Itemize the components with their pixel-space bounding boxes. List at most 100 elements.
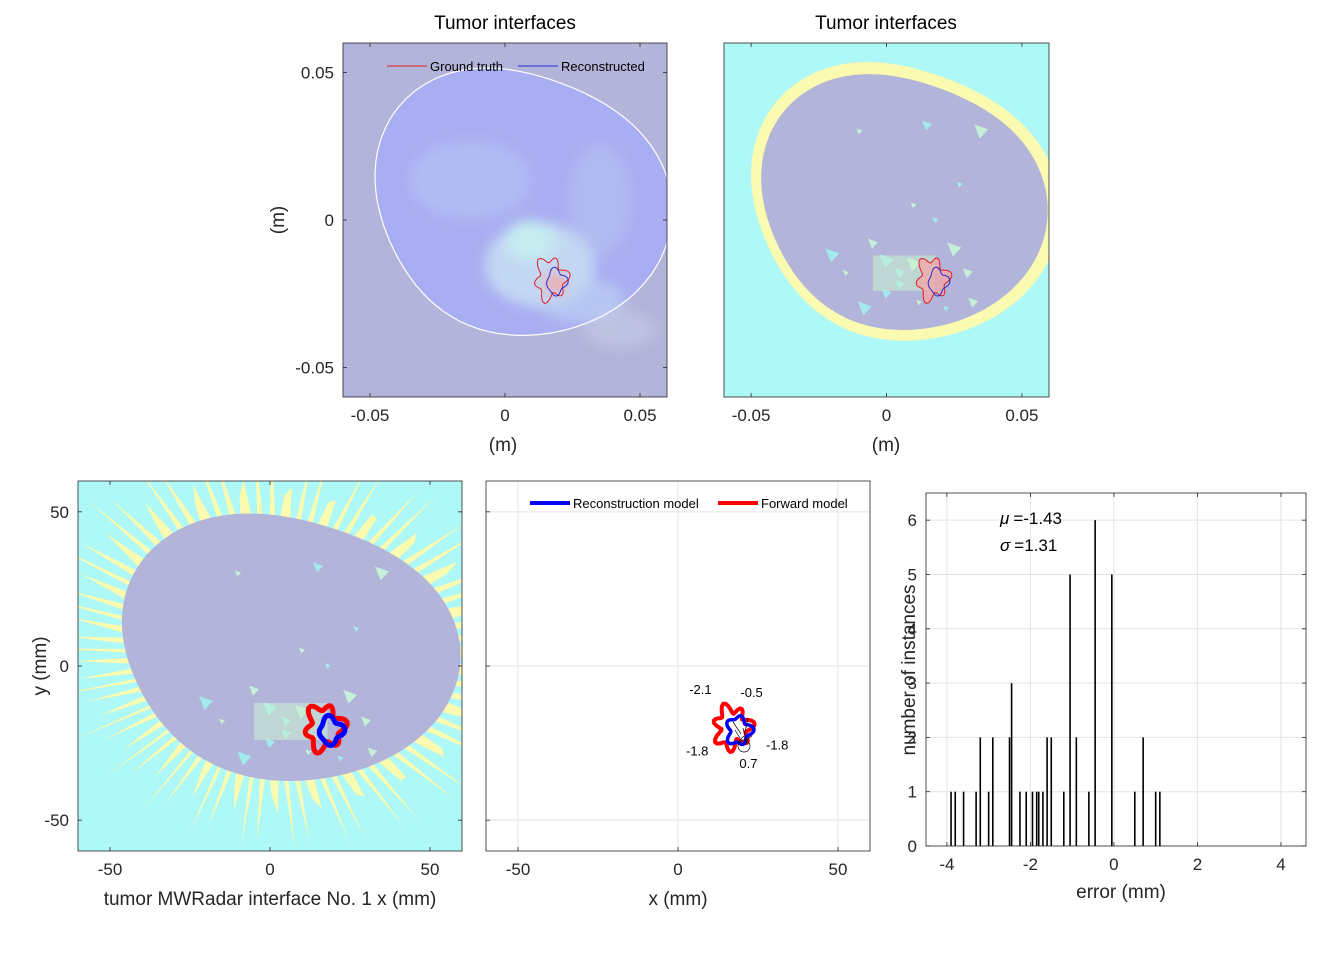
panel-c-reconstruction-contour bbox=[316, 712, 348, 748]
tissue-speck bbox=[943, 305, 950, 312]
panel-a-ticks: -0.05 0 0.05 -0.05 0 0.05 bbox=[295, 43, 667, 425]
tissue-speck bbox=[932, 217, 939, 223]
x-tick-label: 0 bbox=[673, 860, 682, 879]
panel-d-legend: Reconstruction model Forward model bbox=[530, 496, 848, 511]
tissue-speck bbox=[856, 128, 863, 135]
legend-ground-truth: Ground truth bbox=[430, 59, 503, 74]
x-tick-label: 50 bbox=[829, 860, 848, 879]
panel-d-xlabel: x (mm) bbox=[648, 889, 707, 910]
x-tick-label: 2 bbox=[1193, 855, 1202, 874]
panel-c-xlabel: tumor MWRadar interface No. 1 x (mm) bbox=[104, 889, 437, 910]
x-tick-label: 0 bbox=[500, 406, 509, 425]
y-tick-label: 4 bbox=[908, 620, 917, 639]
panel-c: -50 0 50 -50 0 50 tumor MWRadar interface No.… bbox=[30, 480, 463, 910]
legend-reconstructed: Reconstructed bbox=[561, 59, 645, 74]
panel-d-ticks: -50 0 50 bbox=[486, 511, 848, 879]
stat-sigma: σ =1.31 bbox=[1000, 536, 1057, 555]
panel-a-legend: Ground truth Reconstructed bbox=[387, 59, 645, 74]
panel-b-tumor-fill bbox=[916, 258, 952, 304]
panel-a-xlabel: (m) bbox=[489, 435, 517, 456]
y-tick-label: 6 bbox=[908, 511, 917, 530]
panel-b-fibroglandular-specks bbox=[825, 120, 989, 316]
x-tick-label: 0 bbox=[265, 860, 274, 879]
panel-d: -2.1 -0.5 -1.8 -1.8 0.7 -50 0 50 x (mm) Recons… bbox=[485, 480, 871, 910]
tissue-speck bbox=[305, 749, 312, 756]
panel-c-ticks: -50 0 50 -50 0 50 bbox=[44, 481, 462, 879]
stat-sigma-value: =1.31 bbox=[1014, 536, 1057, 555]
x-tick-label: 0.05 bbox=[1005, 406, 1038, 425]
legend-forward-model: Forward model bbox=[761, 496, 848, 511]
tissue-speck bbox=[199, 696, 213, 710]
x-tick-label: -0.05 bbox=[351, 406, 390, 425]
panel-c-tissue bbox=[121, 513, 461, 781]
panel-d-error-vectors bbox=[732, 717, 753, 753]
x-tick-label: -0.05 bbox=[732, 406, 771, 425]
x-tick-label: -2 bbox=[1023, 855, 1038, 874]
x-tick-label: 0 bbox=[882, 406, 891, 425]
stat-mu-symbol: μ bbox=[999, 509, 1010, 528]
tissue-speck bbox=[974, 124, 989, 139]
tissue-speck bbox=[881, 288, 892, 299]
tissue-speck bbox=[219, 718, 225, 725]
error-annotation: -1.8 bbox=[766, 737, 788, 752]
tissue-speck bbox=[367, 747, 378, 758]
panel-a-intensity-cloud bbox=[410, 140, 655, 348]
panel-e-ticks: -4 -2 0 2 4 0 1 2 3 4 5 6 bbox=[908, 493, 1306, 874]
panel-d-marker-circle bbox=[737, 739, 751, 753]
x-tick-label: 0.05 bbox=[623, 406, 656, 425]
panel-a-outline bbox=[374, 67, 667, 337]
panel-a-reconstructed-contour bbox=[546, 266, 569, 297]
tissue-speck bbox=[825, 248, 840, 263]
x-tick-label: -50 bbox=[506, 860, 531, 879]
tissue-speck bbox=[337, 755, 344, 762]
tissue-speck bbox=[947, 242, 962, 257]
panel-a: -0.05 0 0.05 -0.05 0 0.05 Tumor interfaces (m… bbox=[268, 13, 668, 456]
panel-b-xlabel: (m) bbox=[872, 435, 900, 456]
y-tick-label: 0 bbox=[908, 837, 917, 856]
panel-d-reconstruction-contour bbox=[725, 714, 756, 747]
error-annotation: -0.5 bbox=[740, 685, 762, 700]
x-tick-label: 50 bbox=[421, 860, 440, 879]
stat-sigma-symbol: σ bbox=[1000, 536, 1011, 555]
tissue-speck bbox=[249, 685, 259, 696]
tissue-speck bbox=[265, 738, 275, 749]
tissue-speck bbox=[968, 297, 979, 308]
tissue-speck bbox=[962, 268, 973, 279]
panel-d-grid bbox=[486, 481, 870, 851]
tissue-speck bbox=[361, 716, 371, 727]
error-annotation: -2.1 bbox=[689, 682, 711, 697]
tissue-speck bbox=[857, 301, 872, 316]
panel-b-reconstructed-contour bbox=[927, 266, 951, 297]
tissue-speck bbox=[324, 663, 331, 669]
tissue-speck bbox=[916, 299, 922, 306]
x-tick-label: 4 bbox=[1276, 855, 1285, 874]
y-tick-label: 50 bbox=[50, 503, 69, 522]
panel-e: -4 -2 0 2 4 0 1 2 3 4 5 6 error (mm) number of inst… bbox=[899, 492, 1307, 903]
panel-a-title: Tumor interfaces bbox=[434, 13, 576, 34]
tissue-speck bbox=[956, 181, 963, 188]
y-tick-label: -50 bbox=[44, 811, 69, 830]
y-tick-label: 1 bbox=[908, 783, 917, 802]
stat-mu: μ =-1.43 bbox=[999, 509, 1062, 528]
panel-b-tissue bbox=[761, 74, 1048, 330]
panel-c-ylabel: y (mm) bbox=[30, 636, 51, 695]
panel-e-background bbox=[926, 493, 1306, 846]
y-tick-label: -0.05 bbox=[295, 359, 334, 378]
x-tick-label: -50 bbox=[98, 860, 123, 879]
stat-mu-value: =-1.43 bbox=[1013, 509, 1062, 528]
tissue-speck bbox=[910, 202, 917, 209]
tissue-speck bbox=[237, 751, 252, 766]
panel-d-forward-contour bbox=[711, 701, 757, 754]
x-tick-label: 0 bbox=[1109, 855, 1118, 874]
panel-b-title: Tumor interfaces bbox=[815, 13, 957, 34]
tissue-speck bbox=[867, 238, 878, 249]
panel-e-bars bbox=[950, 520, 1161, 846]
panel-e-xlabel: error (mm) bbox=[1076, 882, 1166, 903]
legend-reconstruction-model: Reconstruction model bbox=[573, 496, 699, 511]
tissue-speck bbox=[313, 562, 323, 573]
y-tick-label: 2 bbox=[908, 728, 917, 747]
tissue-speck bbox=[235, 570, 241, 577]
y-tick-label: 0 bbox=[60, 657, 69, 676]
panel-d-annotations: -2.1 -0.5 -1.8 -1.8 0.7 bbox=[686, 682, 788, 771]
tissue-speck bbox=[375, 566, 389, 581]
